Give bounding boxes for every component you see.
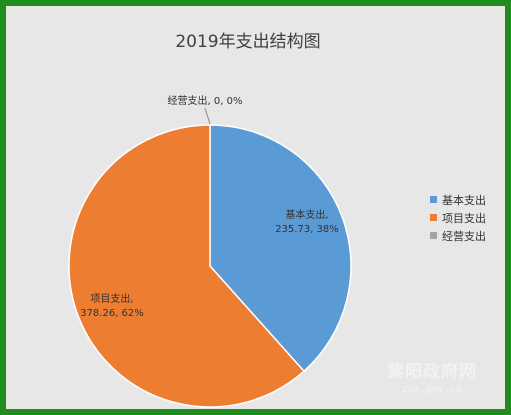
legend-label-project-expenditure: 项目支出 bbox=[442, 211, 486, 225]
chart-title: 2019年支出结构图 bbox=[175, 32, 320, 52]
legend-swatch-operating-expenditure bbox=[430, 232, 437, 239]
legend-label-basic-expenditure: 基本支出 bbox=[442, 193, 486, 207]
pie-slice-basic-expenditure bbox=[209, 124, 352, 373]
legend-swatch-basic-expenditure bbox=[430, 196, 437, 203]
watermark-url: zyx.gov.cn bbox=[402, 384, 462, 395]
legend-label-operating-expenditure: 经营支出 bbox=[442, 229, 486, 243]
pie-slice-project-expenditure bbox=[68, 124, 306, 408]
data-label-basic-expenditure: 235.73, 38% bbox=[275, 224, 339, 235]
leader-line-operating-expenditure bbox=[204, 107, 211, 125]
legend-swatch-project-expenditure bbox=[430, 214, 437, 221]
watermark-name: 紫阳政府网 bbox=[387, 361, 477, 382]
data-label-basic-expenditure: 基本支出, bbox=[285, 208, 328, 221]
data-label-project-expenditure: 项目支出, bbox=[90, 292, 133, 305]
data-label-operating-expenditure: 经营支出, 0, 0% bbox=[168, 94, 243, 107]
data-label-project-expenditure: 378.26, 62% bbox=[80, 308, 144, 319]
